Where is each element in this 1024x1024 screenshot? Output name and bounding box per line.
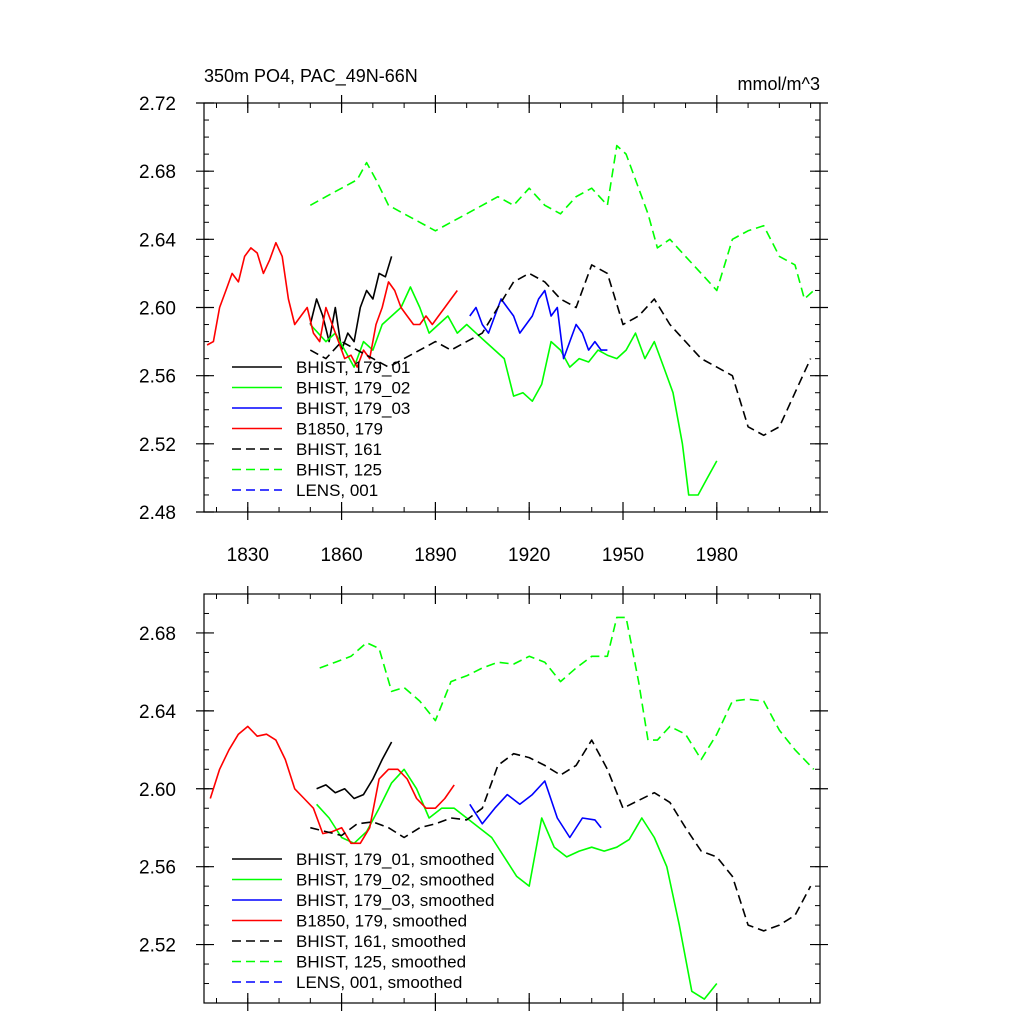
y-tick-label: 2.60 (139, 780, 176, 801)
legend-label: BHIST, 179_02, smoothed (296, 871, 494, 890)
legend-label: LENS, 001, smoothed (296, 973, 462, 992)
units-label: mmol/m^3 (738, 74, 820, 94)
x-tick-label: 1920 (508, 545, 550, 566)
series-group-top (206, 144, 815, 496)
series-line-bottom-2 (469, 780, 602, 839)
chart-panel-bottom: 2.52 2.56 2.60 2.64 2.68 BHIST, 179_01, smoo… (139, 586, 828, 1011)
y-tick-label: 2.52 (139, 435, 176, 456)
series-group-bottom (209, 616, 815, 1000)
chart-title: 350m PO4, PAC_49N-66N (204, 66, 418, 87)
axes-bottom: 2.52 2.56 2.60 2.64 2.68 (139, 586, 828, 1011)
plot-frame (203, 593, 821, 1004)
legend-label: B1850, 179 (296, 420, 383, 439)
legend-label: BHIST, 125, smoothed (296, 953, 466, 972)
legend-label: BHIST, 179_01 (296, 358, 410, 377)
legend-label: BHIST, 179_01, smoothed (296, 850, 494, 869)
legend-label: B1850, 179, smoothed (296, 912, 467, 931)
series-line-top-0 (309, 256, 393, 351)
legend-label: BHIST, 125 (296, 461, 382, 480)
series-line-top-5 (309, 144, 815, 300)
y-tick-label: 2.52 (139, 936, 176, 957)
y-tick-label: 2.56 (139, 367, 176, 388)
series-line-top-1 (309, 286, 718, 496)
series-line-top-3 (206, 241, 458, 368)
x-tick-label: 1830 (227, 545, 269, 566)
legend-bottom: BHIST, 179_01, smoothed BHIST, 179_02, sm… (232, 850, 494, 992)
chart-panel-top: 350m PO4, PAC_49N-66N mmol/m^3 2.482.522… (139, 66, 828, 566)
series-line-bottom-0 (316, 741, 393, 800)
axes-top: 2.48 2.52 2.56 2.60 2.64 2.68 2.72 1830 1860 1890… (139, 94, 828, 566)
legend-label: BHIST, 179_02 (296, 379, 410, 398)
series-line-bottom-5 (319, 616, 815, 770)
legend-label: BHIST, 161 (296, 440, 382, 459)
y-tick-label: 2.64 (139, 230, 176, 251)
legend-label: BHIST, 161, smoothed (296, 932, 466, 951)
legend-label: BHIST, 179_03 (296, 399, 410, 418)
x-tick-label: 1950 (602, 545, 644, 566)
series-line-bottom-1 (316, 768, 718, 1000)
series-line-top-2 (469, 289, 608, 360)
y-tick-label: 2.68 (139, 624, 176, 645)
x-tick-label: 1980 (696, 545, 738, 566)
legend-label: LENS, 001 (296, 481, 378, 500)
x-tick-label: 1890 (414, 545, 456, 566)
series-line-bottom-4 (310, 739, 812, 932)
y-tick-label: 2.60 (139, 299, 176, 320)
x-tick-label: 1860 (320, 545, 362, 566)
legend-label: BHIST, 179_03, smoothed (296, 891, 494, 910)
y-tick-label: 2.68 (139, 162, 176, 183)
y-tick-label: 2.56 (139, 858, 176, 879)
y-tick-label: 2.64 (139, 702, 176, 723)
series-line-top-4 (309, 264, 812, 437)
y-tick-label: 2.48 (139, 503, 176, 524)
y-tick-label: 2.72 (139, 94, 176, 115)
series-line-bottom-3 (209, 725, 455, 845)
